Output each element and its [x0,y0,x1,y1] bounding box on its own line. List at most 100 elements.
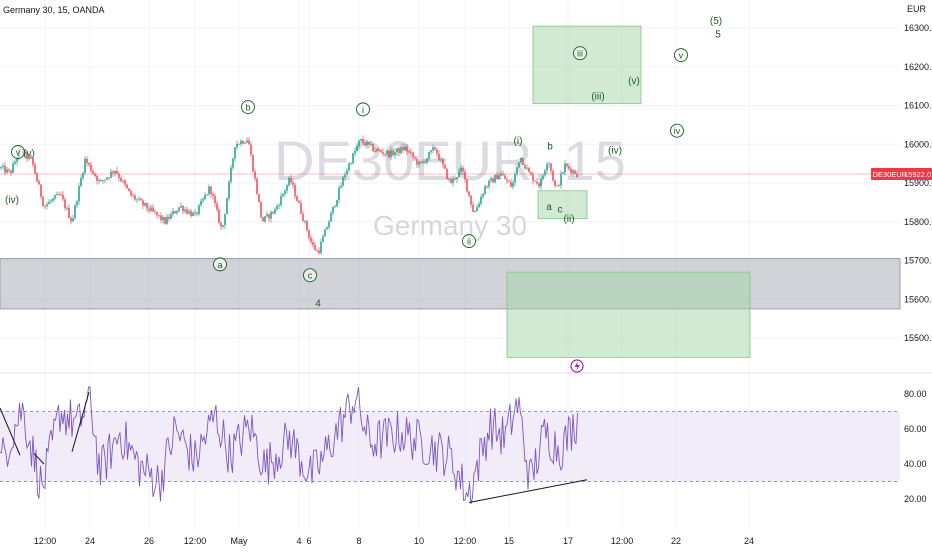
time-tick-label: 22 [671,536,681,546]
candle [12,160,14,174]
candle [488,179,490,189]
candle [468,191,470,198]
price-tag-symbol: DE30EUR [873,170,908,179]
candle [512,179,514,190]
candle [548,161,550,169]
candle [228,179,230,202]
rsi-line [0,386,578,505]
price-tick-label: 15900.0 [904,178,932,188]
candle [286,183,288,194]
svg-text:v: v [16,148,21,158]
currency-label: EUR [907,4,927,14]
candle [240,138,242,147]
candle [66,205,68,211]
wave-label: v [674,48,688,63]
candle [28,155,30,161]
candle [344,171,346,181]
candle [354,147,356,157]
candle [438,150,440,162]
candle [56,191,58,196]
candle [102,179,104,184]
candle [306,219,308,233]
candle [234,147,236,162]
candle [142,198,144,210]
candle [502,170,504,176]
rsi-early-line-2[interactable] [33,453,45,465]
wave-label: b [241,100,255,115]
candle [26,149,28,163]
rsi-early-line-3[interactable] [71,392,90,452]
watermark: DE30EUR, 15 Germany 30 [274,129,626,241]
candle [522,157,524,166]
candle [328,219,330,230]
candle [168,213,170,222]
target-zone-lower[interactable] [506,271,751,358]
svg-text:iii: iii [577,49,583,59]
candle [200,198,202,208]
svg-text:5: 5 [715,29,721,40]
header: Germany 30, 15, OANDA EUR [3,4,927,15]
candle [172,207,174,218]
candle [558,183,560,187]
rsi-axis[interactable]: 80.00 60.00 40.00 20.00 [904,389,927,504]
candle [88,162,90,167]
candle [550,162,552,174]
rsi-early-line-1[interactable] [0,407,21,456]
candle [330,210,332,222]
candle [134,193,136,202]
candle [506,177,508,184]
candle [368,142,370,148]
wave-label: a [546,202,552,213]
candle [130,189,132,197]
candle [40,184,42,200]
candle [384,153,386,157]
candle [392,147,394,157]
price-tag[interactable]: DE30EUR 15922.0 [871,168,932,180]
candle [352,152,354,165]
candle [452,175,454,187]
candle [414,155,416,161]
grey-support-zone[interactable] [0,258,901,310]
candle [36,171,38,183]
candle [78,183,80,206]
chart-title: Germany 30, 15, OANDA [3,5,105,15]
candle [176,209,178,216]
time-tick-label: 24 [744,536,754,546]
time-tick-label: 12:00 [184,536,207,546]
candle [378,146,380,152]
candle [156,211,158,219]
candle [334,204,336,208]
candle [280,192,282,207]
candle [516,167,518,177]
candle [126,183,128,189]
target-zone-iii[interactable] [532,25,642,104]
alert-icon[interactable] [570,359,584,373]
candle [154,208,156,215]
candle [372,143,374,152]
candle [464,168,466,183]
candle [482,193,484,200]
candle [348,161,350,173]
candle [196,211,198,217]
candle [398,145,400,157]
rsi-divergence-line[interactable] [468,479,588,503]
candle [496,171,498,180]
candle [448,177,450,182]
candle [216,200,218,213]
wave-label: c [558,204,563,215]
candle [282,193,284,199]
candle [146,202,148,213]
wave-label: 4 [315,299,321,310]
svg-text:a: a [546,202,552,213]
price-axis[interactable]: 16300.0 16200.0 16100.0 16000.0 15900.0 15800… [904,23,932,343]
target-zone-ii[interactable] [537,190,588,220]
candle [64,197,66,211]
wave-label: (iii) [591,91,604,102]
candle [182,205,184,215]
candle [294,182,296,200]
time-axis[interactable]: 12:00 24 26 12:00 May 4 6 8 10 12:00 15 17 12:00 22 24 [34,536,754,546]
candle [508,180,510,183]
candle [260,200,262,219]
